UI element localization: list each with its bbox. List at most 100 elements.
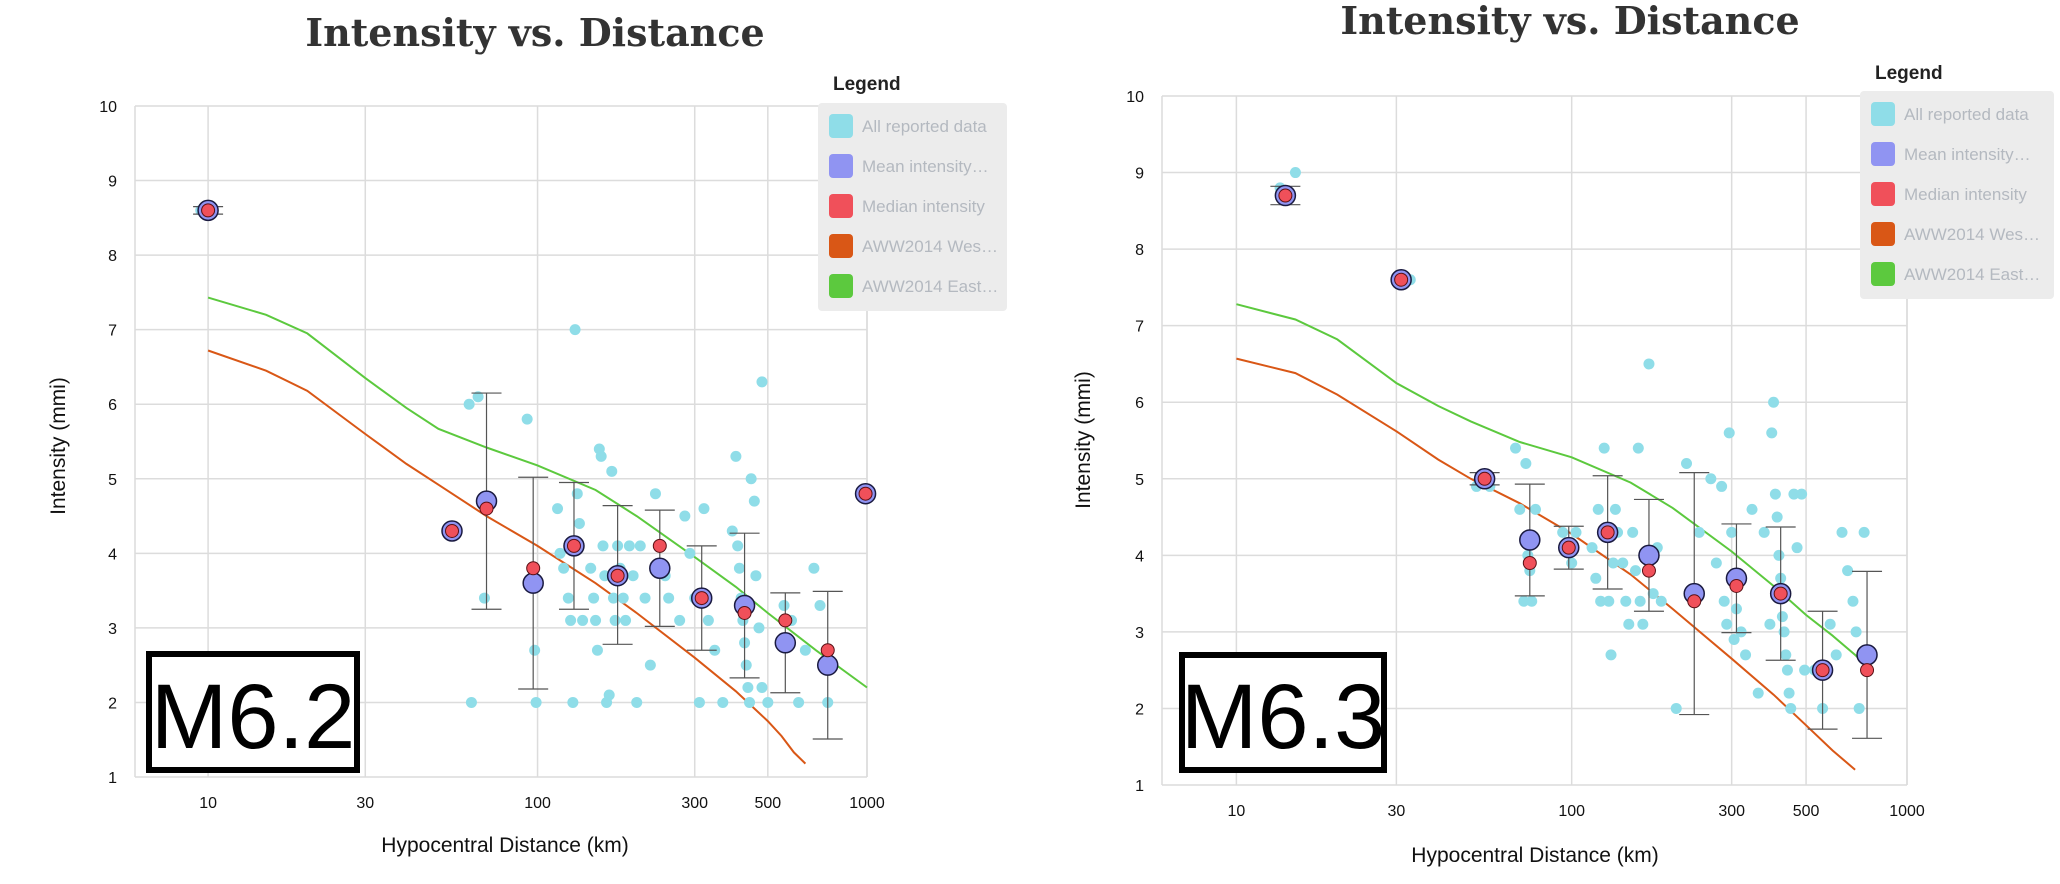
legend-label: AWW2014 Wes… <box>1904 225 2040 244</box>
grid-layer <box>1161 95 1908 786</box>
legend-label: AWW2014 East… <box>1904 265 2040 284</box>
reported-point <box>1637 618 1649 630</box>
x-tick-100: 100 <box>524 795 551 812</box>
reported-point <box>744 696 756 708</box>
x-axis-label: Hypocentral Distance (km) <box>1411 844 1658 867</box>
mean-marker <box>522 572 544 594</box>
median-marker <box>737 605 752 620</box>
reported-point <box>663 592 675 604</box>
reported-point <box>1735 626 1747 638</box>
x-tick-10: 10 <box>1227 803 1245 820</box>
y-axis-label: Intensity (mmi) <box>47 377 70 515</box>
reported-point <box>1836 526 1848 538</box>
chart-m6-2: 1 2 3 4 5 6 7 8 9 10 10 30 100 300 500 1000 Intensity … <box>47 10 1007 857</box>
y-tick-10: 10 <box>1126 89 1144 106</box>
reported-point <box>1842 565 1854 577</box>
reported-point <box>1605 649 1617 661</box>
x-tick-100: 100 <box>1558 803 1585 820</box>
reported-point <box>1520 457 1532 469</box>
reported-point <box>639 592 651 604</box>
median-marker <box>778 613 793 628</box>
reported-point <box>674 614 686 626</box>
reported-point <box>1566 557 1578 569</box>
y-tick-6: 6 <box>1135 395 1144 412</box>
reported-point <box>1595 595 1607 607</box>
reported-point <box>1847 595 1859 607</box>
mean-marker <box>649 557 671 579</box>
reported-point <box>603 689 615 701</box>
x-tick-30: 30 <box>356 795 374 812</box>
reported-point <box>1570 526 1582 538</box>
legend-label: Median intensity <box>862 197 985 216</box>
median-marker <box>526 561 541 576</box>
y-tick-9: 9 <box>1135 166 1144 183</box>
y-tick-6: 6 <box>108 397 117 414</box>
legend-label: Median intensity <box>1904 185 2027 204</box>
median-marker <box>1641 563 1656 578</box>
x-tick-500: 500 <box>754 795 781 812</box>
reported-point <box>1768 396 1780 408</box>
legend-swatch <box>1871 222 1895 246</box>
median-marker <box>445 523 460 538</box>
median-marker <box>1815 663 1830 678</box>
legend-item: Mean intensity… <box>829 154 989 178</box>
reported-point <box>623 540 635 552</box>
reported-point <box>1647 588 1659 600</box>
reported-point <box>1592 503 1604 515</box>
reported-point <box>1783 687 1795 699</box>
reported-point <box>1526 595 1538 607</box>
mean-marker <box>1519 529 1541 551</box>
legend-label: AWW2014 Wes… <box>862 237 998 256</box>
reported-point <box>552 503 564 515</box>
reported-point <box>1830 649 1842 661</box>
mean-marker <box>1638 544 1660 567</box>
reported-point <box>756 376 768 388</box>
median-marker <box>1522 555 1537 570</box>
reported-point <box>1598 442 1610 454</box>
y-tick-2: 2 <box>1135 701 1144 718</box>
reported-point <box>558 562 570 574</box>
x-ticks: 10 30 100 300 500 1000 <box>1227 803 1924 820</box>
reported-point <box>726 525 738 537</box>
reported-point <box>740 659 752 671</box>
reported-point <box>1773 549 1785 561</box>
reported-point <box>597 540 609 552</box>
mean-marker <box>816 654 839 676</box>
legend-item: Median intensity <box>1871 182 2027 206</box>
legend-item: All reported data <box>1871 102 2029 126</box>
x-ticks: 10 30 100 300 500 1000 <box>199 795 885 812</box>
reported-point <box>756 682 768 694</box>
reported-point <box>1705 473 1717 485</box>
reported-point <box>591 644 603 656</box>
median-marker <box>1561 540 1576 555</box>
reported-point <box>1781 664 1793 676</box>
reported-point <box>1718 595 1730 607</box>
chart-m6-3: 1 2 3 4 5 6 7 8 9 10 10 30 100 300 500 1000 Intensity … <box>1072 0 2054 867</box>
reported-point <box>1693 526 1705 538</box>
reported-point <box>1740 649 1752 661</box>
reported-point <box>1623 618 1635 630</box>
reported-point <box>607 592 619 604</box>
reported-point <box>1630 565 1642 577</box>
y-tick-7: 7 <box>1135 319 1144 336</box>
median-marker <box>858 486 873 501</box>
legend-label: All reported data <box>862 117 987 136</box>
reported-point <box>1634 595 1646 607</box>
reported-point <box>565 614 577 626</box>
reported-point <box>631 696 643 708</box>
chart-title: Intensity vs. Distance <box>305 10 764 55</box>
y-tick-1: 1 <box>108 770 117 787</box>
aww2014-east-curve <box>207 296 868 689</box>
median-marker <box>1729 578 1744 593</box>
legend-swatch <box>829 274 853 298</box>
reported-point <box>620 614 632 626</box>
reported-point <box>634 540 646 552</box>
legend-item: Mean intensity… <box>1871 142 2031 166</box>
magnitude-badge: M6.2 <box>146 651 360 773</box>
reported-point <box>1590 572 1602 584</box>
y-tick-4: 4 <box>1135 548 1144 565</box>
y-tick-1: 1 <box>1135 778 1144 795</box>
x-axis-label: Hypocentral Distance (km) <box>381 834 628 857</box>
reported-point <box>1609 503 1621 515</box>
reported-point <box>732 540 744 552</box>
